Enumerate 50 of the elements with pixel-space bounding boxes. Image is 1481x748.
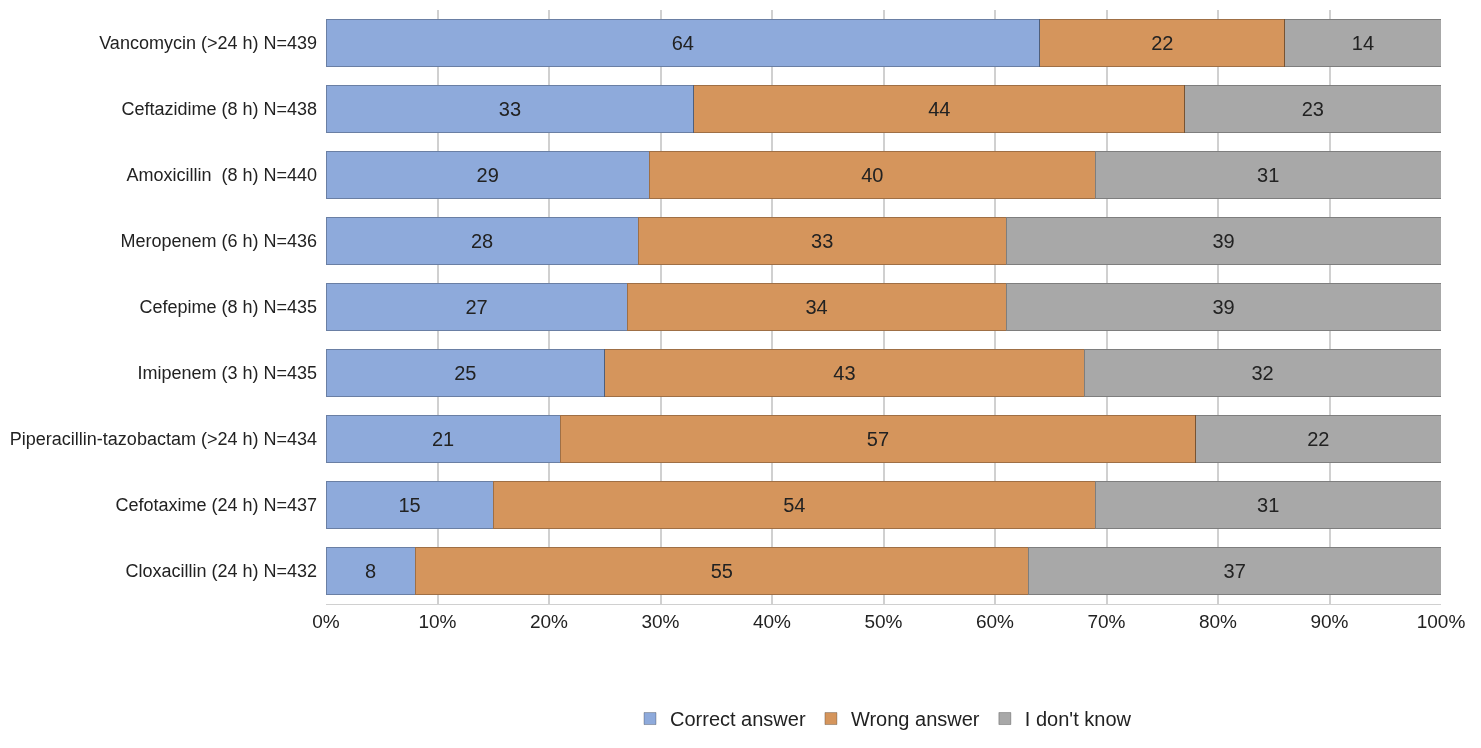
data-label: 28 <box>470 230 494 252</box>
y-tick-label: Cloxacillin (24 h) N=432 <box>125 561 317 582</box>
data-label: 39 <box>1212 230 1235 252</box>
y-tick-label: Amoxicillin (8 h) N=440 <box>126 165 317 186</box>
data-label: 33 <box>811 230 834 252</box>
y-tick-label: Ceftazidime (8 h) N=438 <box>121 99 317 120</box>
data-label: 22 <box>1151 32 1174 54</box>
legend-label: Wrong answer <box>850 708 980 731</box>
data-label: 34 <box>805 296 828 318</box>
data-label: 32 <box>1251 362 1274 384</box>
data-label: 25 <box>454 362 477 384</box>
data-label: 54 <box>783 494 806 516</box>
y-tick-label: Piperacillin-tazobactam (>24 h) N=434 <box>9 429 317 450</box>
data-label: 33 <box>498 98 522 120</box>
x-tick-label: 70% <box>1087 610 1126 632</box>
data-label: 39 <box>1212 296 1235 318</box>
x-tick-label: 60% <box>975 610 1015 632</box>
x-tick-label: 80% <box>1198 610 1238 632</box>
data-label: 23 <box>1301 98 1324 120</box>
data-label: 57 <box>866 428 890 450</box>
data-label: 14 <box>1351 32 1375 54</box>
data-label: 31 <box>1257 164 1280 186</box>
y-tick-label: Imipenem (3 h) N=435 <box>137 363 317 384</box>
x-tick-label: 90% <box>1310 610 1349 632</box>
x-tick-label: 100% <box>1416 610 1466 632</box>
data-label: 37 <box>1223 560 1246 582</box>
x-tick-label: 0% <box>312 610 340 632</box>
data-label: 64 <box>671 32 694 54</box>
y-tick-label: Vancomycin (>24 h) N=439 <box>99 33 317 54</box>
data-label: 21 <box>431 428 455 450</box>
data-label: 27 <box>465 296 488 318</box>
x-tick-label: 10% <box>418 610 457 632</box>
data-label: 29 <box>476 164 499 186</box>
data-label: 8 <box>365 560 377 582</box>
data-label: 15 <box>398 494 421 516</box>
legend-label: I don't know <box>1024 708 1132 731</box>
x-tick-label: 40% <box>752 610 792 632</box>
data-label: 55 <box>710 560 733 582</box>
y-tick-label: Cefotaxime (24 h) N=437 <box>115 495 317 516</box>
x-tick-label: 20% <box>529 610 569 632</box>
data-label: 22 <box>1307 428 1330 450</box>
x-tick-label: 50% <box>864 610 903 632</box>
x-tick-label: 30% <box>641 610 680 632</box>
data-label: 31 <box>1257 494 1280 516</box>
y-tick-label: Cefepime (8 h) N=435 <box>139 297 317 318</box>
legend-label: Correct answer <box>670 708 806 731</box>
data-label: 40 <box>861 164 884 186</box>
y-tick-label: Meropenem (6 h) N=436 <box>120 231 317 252</box>
data-label: 44 <box>928 98 951 120</box>
data-label: 43 <box>833 362 856 384</box>
